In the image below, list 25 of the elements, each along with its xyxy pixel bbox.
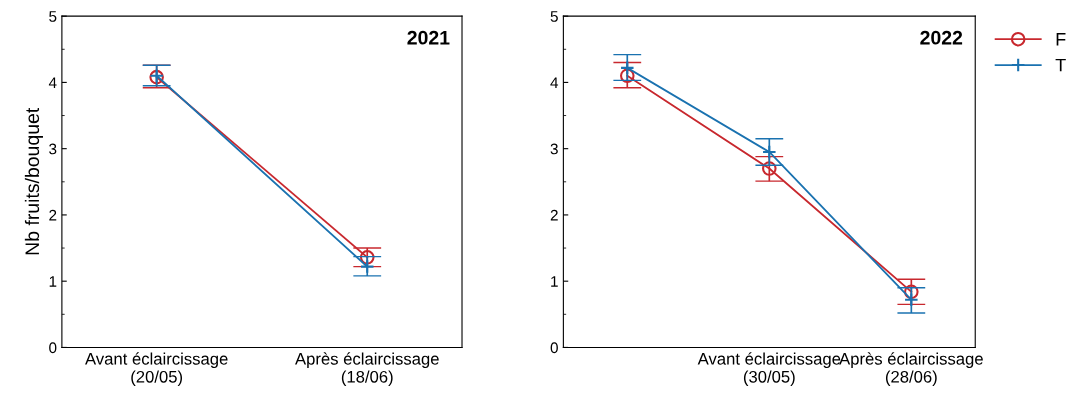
y-tick-label: 4: [550, 77, 559, 88]
text: 2021: [407, 30, 450, 45]
y-tick-label: 0: [49, 342, 57, 354]
y-tick-label: 1: [551, 276, 558, 287]
x-tick-label: Après éclaircissage (28/06): [839, 352, 983, 386]
text: 2022: [920, 30, 963, 45]
y-tick-label: 0: [550, 342, 558, 354]
y-tick-label: 2: [49, 209, 57, 221]
point: [620, 68, 635, 84]
point: [359, 250, 375, 265]
y-tick-label: 1: [49, 276, 57, 287]
y-tick-label: 3: [550, 143, 558, 155]
y-tick-label: 5: [550, 11, 558, 22]
y-tick-label: 5: [49, 11, 57, 22]
y-axis-title: Nb fruits/bouquet: [24, 107, 43, 255]
legend-label: T: [1055, 58, 1066, 72]
legend-label: F: [1056, 33, 1066, 46]
x-tick-label: Après éclaircissage (18/06): [295, 352, 439, 386]
y-tick-label: 4: [48, 77, 57, 88]
y-tick-label: 3: [49, 143, 57, 155]
x-tick-label: Avant éclaircissage (20/05): [85, 352, 228, 386]
point: [904, 284, 919, 300]
y-tick-label: 2: [550, 209, 558, 221]
x-tick-label: Avant éclaircissage (30/05): [697, 352, 841, 386]
point: [762, 161, 777, 176]
